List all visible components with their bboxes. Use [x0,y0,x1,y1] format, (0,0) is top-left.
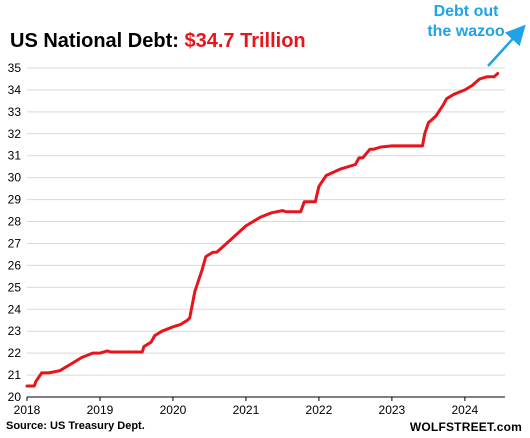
annotation: Debt out the wazoo [426,2,506,42]
y-tick-label: 25 [8,280,22,294]
y-tick-label: 26 [8,258,22,272]
series-line-debt [25,72,500,388]
brand-watermark: WOLFSTREET.com [409,420,522,434]
series-group [25,72,500,388]
y-tick-label: 20 [8,390,22,404]
x-tick-label: 2021 [233,403,260,417]
y-tick-label: 24 [8,302,22,316]
y-tick-label: 28 [8,215,22,229]
chart-title: US National Debt: $34.7 Trillion [10,30,306,53]
annotation-line1: Debt out [433,3,499,20]
y-tick-label: 27 [8,236,22,250]
y-tick-label: 22 [8,346,22,360]
y-tick-label: 32 [8,127,22,141]
y-tick-label: 21 [8,368,22,382]
x-tick-label: 2019 [87,403,114,417]
y-tick-label: 33 [8,105,22,119]
gridlines [27,67,505,376]
x-tick-label: 2018 [14,403,41,417]
y-tick-label: 34 [8,83,22,97]
y-tick-label: 23 [8,324,22,338]
title-highlight: $34.7 Trillion [184,30,306,52]
y-tick-label: 29 [8,193,22,207]
annotation-arrow [487,24,526,67]
y-tick-label: 31 [8,149,22,163]
x-tick-label: 2023 [379,403,406,417]
title-prefix: US National Debt: [10,30,179,52]
source-note: Source: US Treasury Dept. [6,420,145,432]
y-axis-ticks: 20 21 22 23 24 25 26 27 28 29 30 31 32 33 34 35 [8,61,22,404]
y-tick-label: 35 [8,61,22,75]
x-tick-label: 2020 [160,403,187,417]
x-tick-label: 2022 [306,403,333,417]
x-axis-ticks: 2018 2019 2020 2021 2022 2023 2024 [14,397,479,417]
annotation-line2: the wazoo [427,23,505,40]
x-tick-label: 2024 [452,403,479,417]
y-tick-label: 30 [8,171,22,185]
